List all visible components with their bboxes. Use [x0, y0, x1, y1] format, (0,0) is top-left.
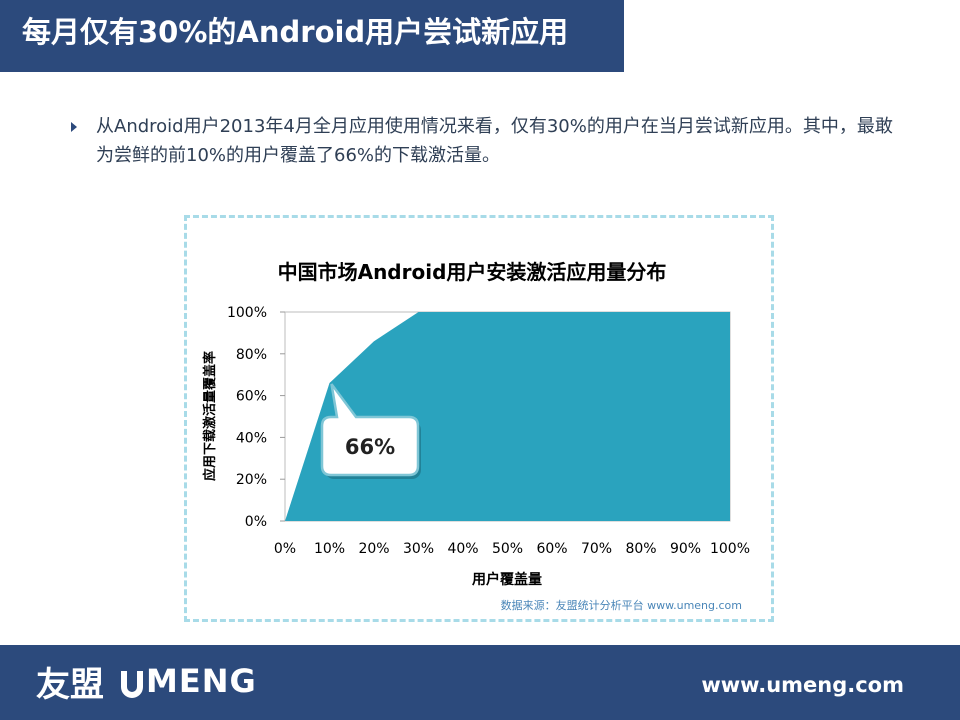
x-tick-label: 10% [314, 541, 345, 557]
x-tick-label: 20% [358, 541, 389, 557]
logo-english: MENG [146, 662, 257, 700]
callout-label: 66% [345, 435, 395, 459]
x-tick-label: 0% [274, 541, 296, 557]
x-tick-label: 30% [403, 541, 434, 557]
x-tick-label: 50% [492, 541, 523, 557]
y-tick-label: 20% [236, 472, 267, 488]
y-tick-label: 40% [236, 430, 267, 446]
y-tick-label: 60% [236, 389, 267, 405]
x-tick-label: 60% [536, 541, 567, 557]
title-bar: 每月仅有30%的Android用户尝试新应用 [0, 0, 624, 72]
x-tick-label: 90% [670, 541, 701, 557]
x-tick-label: 100% [710, 541, 750, 557]
x-tick-label: 40% [447, 541, 478, 557]
y-axis-label: 应用下载激活量覆盖率 [202, 351, 218, 481]
y-tick-label: 80% [236, 347, 267, 363]
chart-title: 中国市场Android用户安装激活应用量分布 [278, 260, 667, 284]
y-tick-label: 100% [227, 305, 267, 321]
umeng-logo-icon [121, 671, 143, 698]
logo-chinese: 友盟 [36, 665, 104, 705]
footer-bar [0, 645, 960, 720]
chart-frame [184, 215, 774, 622]
slide-title: 每月仅有30%的Android用户尝试新应用 [22, 15, 569, 49]
bullet-arrow-icon [71, 122, 77, 132]
footer-url: www.umeng.com [701, 673, 904, 697]
callout-bubble [320, 383, 420, 477]
x-axis-label: 用户覆盖量 [472, 571, 542, 588]
source-note: 数据来源：友盟统计分析平台 www.umeng.com [501, 598, 742, 612]
bullet-text: 从Android用户2013年4月全月应用使用情况来看，仅有30%的用户在当月尝… [96, 116, 893, 166]
y-tick-label: 0% [245, 514, 267, 530]
x-tick-label: 70% [581, 541, 612, 557]
x-tick-label: 80% [625, 541, 656, 557]
